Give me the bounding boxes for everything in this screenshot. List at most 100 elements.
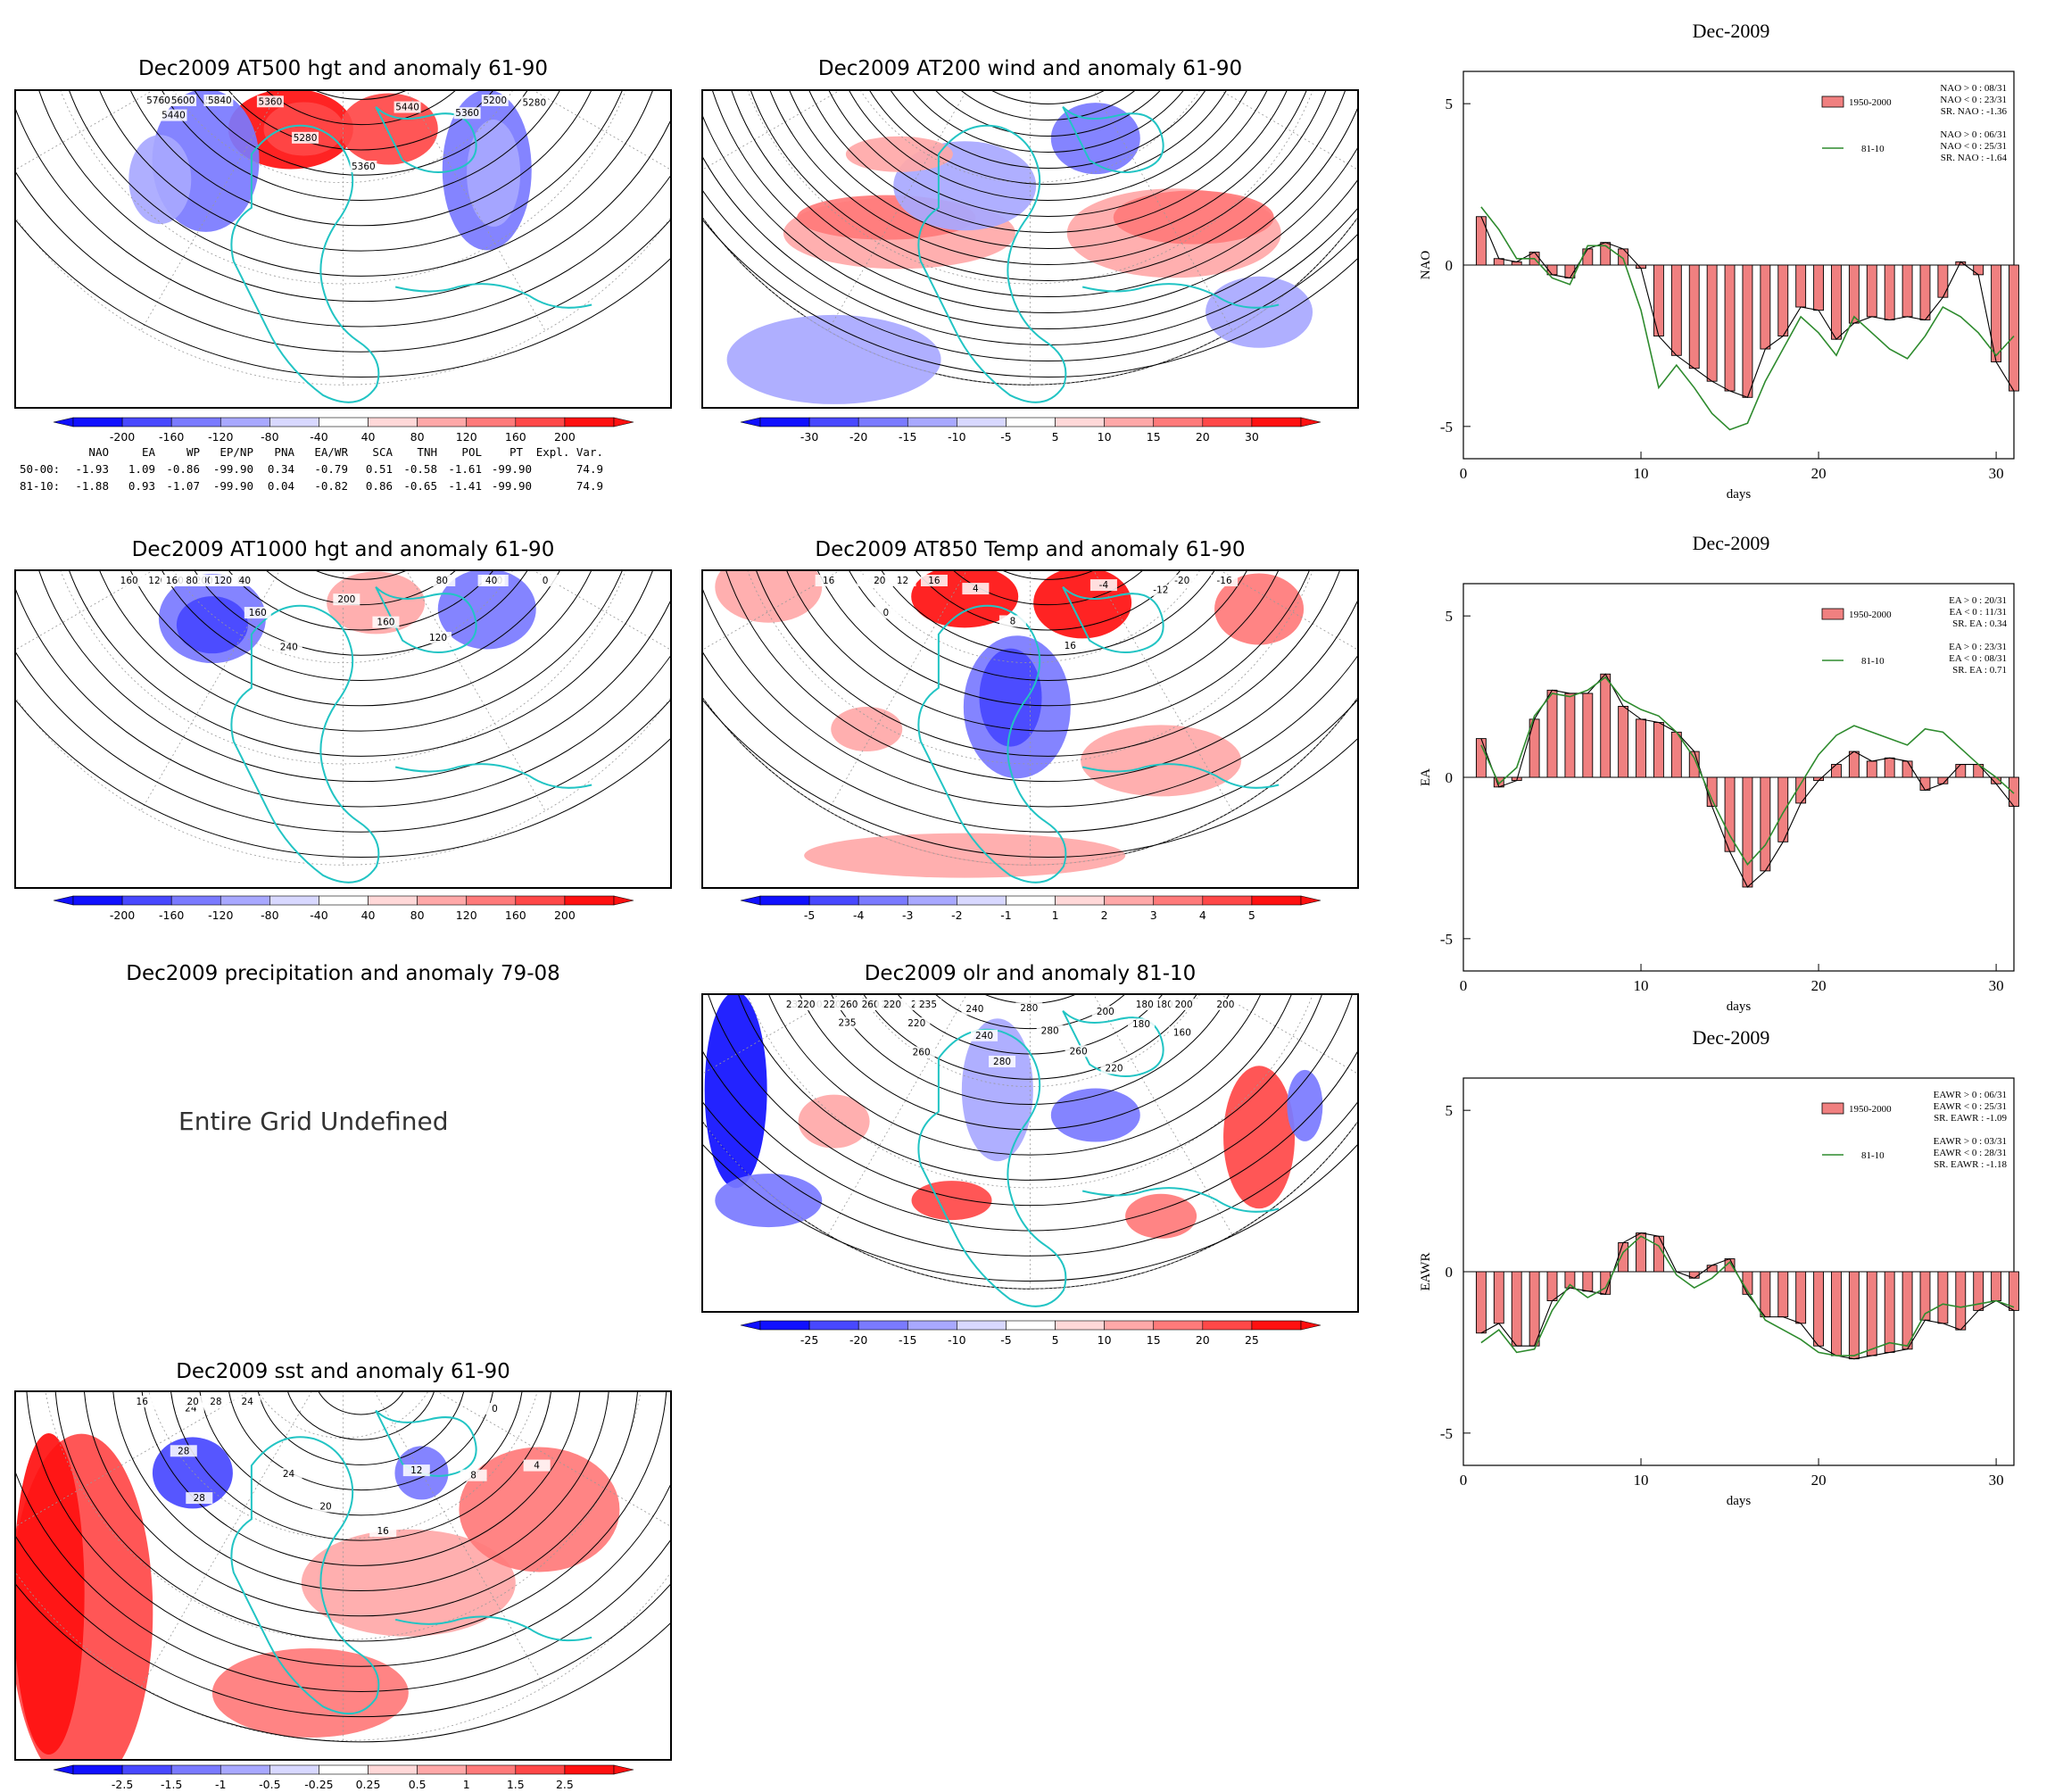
contour-line — [703, 190, 1357, 361]
contour-line — [16, 1535, 670, 1718]
contour-line — [228, 1392, 493, 1491]
bar — [1546, 689, 1558, 778]
index-value: 74.9 — [576, 462, 603, 476]
latitude-circle — [16, 217, 670, 386]
contour-line — [738, 995, 1322, 1181]
colorbar-swatch — [1153, 1320, 1204, 1331]
contour-label: 0 — [883, 608, 890, 618]
contour-label: 5360 — [352, 162, 376, 172]
bar — [1884, 757, 1895, 778]
colorbar-label: 15 — [1147, 1333, 1161, 1347]
longitude-line — [374, 1392, 545, 1688]
contour-label: 120 — [429, 633, 447, 643]
colorbar-label: 3 — [1150, 908, 1157, 922]
index-header: EP/NP — [220, 445, 253, 459]
colorbar-swatch — [1055, 895, 1105, 906]
contour-label-bg — [1056, 640, 1084, 652]
y-tick-label: 0 — [1446, 769, 1454, 786]
colorbar-label: 160 — [505, 908, 526, 922]
colorbar-swatch — [72, 1764, 123, 1775]
colorbar-swatch — [1104, 895, 1155, 906]
map-title-at1000: Dec2009 AT1000 hgt and anomaly 61-90 — [131, 538, 555, 561]
x-tick-label: 10 — [1634, 977, 1649, 994]
colorbar-swatch — [1006, 417, 1056, 427]
contour-label: 220 — [1106, 1063, 1123, 1074]
contour-label: 80 — [186, 576, 197, 586]
bar — [1813, 264, 1824, 311]
index-value: -1.93 — [75, 462, 109, 476]
contour-line — [703, 115, 1357, 329]
index-value: 0.34 — [267, 462, 294, 476]
contour-label-bg — [792, 999, 820, 1010]
bar — [1760, 1271, 1771, 1318]
legend-bar-stat: NAO < 0 : 23/31 — [1940, 95, 2007, 105]
bar — [1529, 1271, 1540, 1347]
contour-label-bg — [170, 1445, 197, 1457]
longitude-line — [827, 995, 967, 1235]
colorbar-label: -25 — [800, 1333, 818, 1347]
contour-label: 12 — [897, 576, 908, 586]
colorbar-label: -4 — [853, 908, 865, 922]
contour-label-bg — [1168, 1026, 1196, 1039]
contour-line — [16, 1473, 670, 1692]
longitude-line — [1093, 995, 1233, 1235]
contour-line — [228, 91, 493, 151]
index-table-row: 50-00: -1.93 1.09 -0.86 -99.90 0.34 -0.7… — [20, 460, 603, 477]
colorbar-swatch — [1104, 417, 1155, 427]
longitude-line — [1093, 571, 1233, 811]
contour-label-bg — [481, 1402, 509, 1415]
bar — [1600, 673, 1611, 778]
contour-label: -20 — [1174, 576, 1189, 586]
contour-line — [194, 91, 528, 176]
colorbar-swatch — [466, 1764, 517, 1775]
bar — [1777, 1271, 1789, 1318]
latitude-circle — [16, 1572, 670, 1741]
longitude-line — [1093, 91, 1233, 331]
contour-label: 260 — [862, 1000, 880, 1010]
contour-label-bg — [179, 1396, 207, 1407]
colorbar-label: -200 — [110, 908, 135, 922]
contour-label: 200 — [1097, 1007, 1114, 1017]
contour-line — [162, 91, 560, 201]
contour-line — [16, 220, 670, 377]
contour-label: 160 — [120, 576, 138, 586]
colorbar-label: -200 — [110, 430, 135, 444]
map-title-olr: Dec2009 olr and anomaly 81-10 — [864, 962, 1197, 985]
colorbar-label: -2 — [951, 908, 962, 922]
contour-label-bg — [333, 593, 360, 606]
colorbar-label: 30 — [1245, 430, 1259, 444]
bar — [1937, 1271, 1949, 1324]
contour-label: 160 — [377, 618, 394, 628]
chart-title-nao: Dec-2009 — [1692, 20, 1770, 42]
contour-label: 5280 — [294, 133, 318, 144]
colorbar-arrow-left — [53, 417, 74, 427]
anomaly-shading — [1081, 725, 1242, 797]
contour-label-bg — [115, 575, 143, 586]
contour-label: 4 — [973, 584, 979, 594]
contour-label: 12 — [410, 1465, 422, 1476]
colorbar-swatch — [269, 895, 319, 906]
contour-label: 220 — [883, 1000, 901, 1010]
colorbar-arrow-right — [1300, 1320, 1321, 1331]
colorbar-swatch — [515, 417, 566, 427]
bar — [2009, 264, 2019, 392]
bar — [1582, 248, 1594, 266]
bar — [1884, 1271, 1895, 1353]
bar — [1795, 264, 1807, 308]
colorbar-label: -5 — [1000, 430, 1011, 444]
contour-label-bg — [178, 575, 206, 586]
contour-label: 5440 — [162, 111, 186, 121]
contour-line — [16, 109, 670, 328]
bar — [1831, 764, 1842, 778]
bar — [1653, 722, 1664, 778]
contour-line — [703, 1101, 1357, 1257]
undefined-grid-text: Entire Grid Undefined — [178, 1107, 449, 1136]
colorbar-label: -1 — [1000, 908, 1011, 922]
colorbar-swatch — [564, 895, 615, 906]
anomaly-shading — [1287, 1069, 1323, 1141]
contour-label: 200 — [1216, 1000, 1234, 1010]
bar — [1706, 264, 1718, 382]
colorbar-label: -160 — [159, 430, 184, 444]
legend-line-stat: EAWR < 0 : 28/31 — [1934, 1148, 2007, 1158]
contour-label-bg — [209, 575, 236, 586]
